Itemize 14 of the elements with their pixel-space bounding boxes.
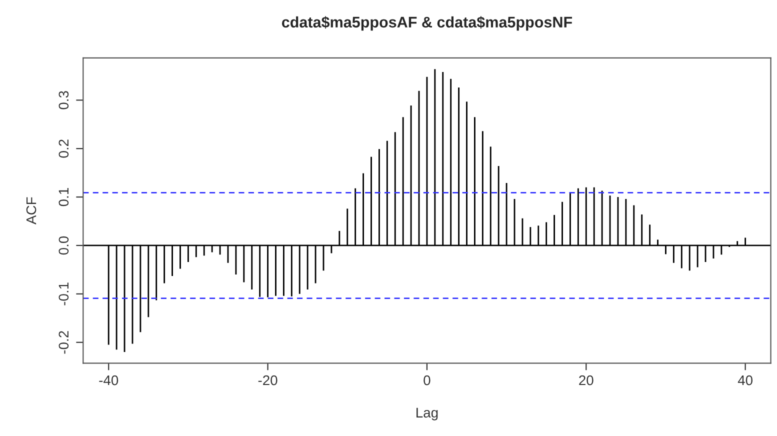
y-tick-label: 0.3 bbox=[58, 91, 69, 110]
x-axis-title: Lag bbox=[416, 408, 438, 420]
x-tick-label: -40 bbox=[99, 375, 118, 386]
y-tick-label: 0.2 bbox=[58, 140, 69, 158]
y-axis-title: ACF bbox=[26, 197, 36, 224]
y-tick-label: -0.2 bbox=[58, 331, 69, 354]
x-tick-label: 40 bbox=[738, 375, 752, 386]
x-tick-label: 0 bbox=[424, 375, 430, 386]
y-tick-label: -0.1 bbox=[58, 282, 69, 306]
x-tick-label: -20 bbox=[258, 375, 278, 386]
y-tick-label: 0.0 bbox=[58, 236, 69, 255]
x-tick-label: 20 bbox=[579, 375, 594, 386]
chart-title: cdata$ma5pposAF & cdata$ma5pposNF bbox=[282, 16, 572, 31]
y-tick-label: 0.1 bbox=[58, 188, 69, 206]
